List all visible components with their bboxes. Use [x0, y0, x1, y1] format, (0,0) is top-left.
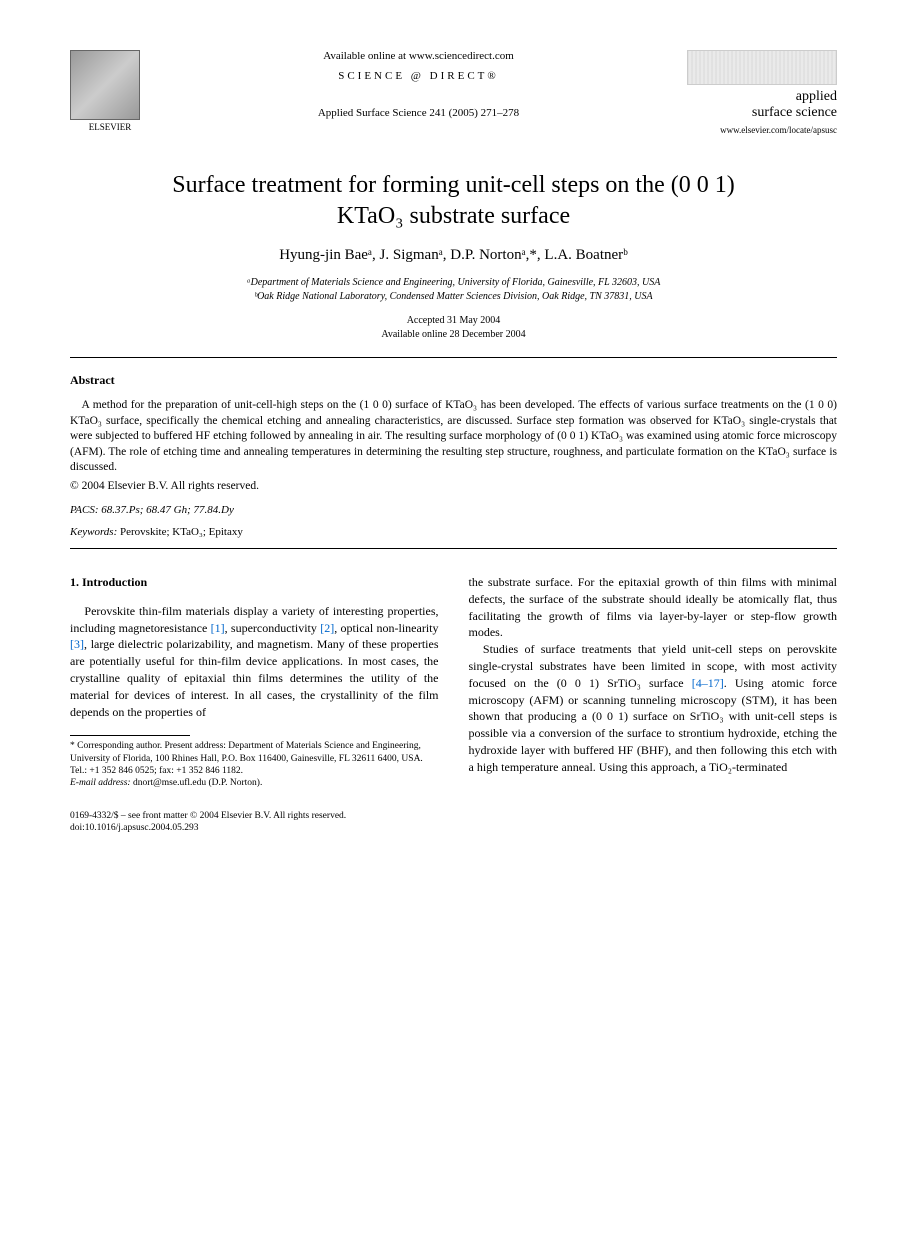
footer-issn-line: 0169-4332/$ – see front matter © 2004 El… [70, 810, 837, 822]
abstract-heading: Abstract [70, 373, 837, 388]
keywords-label: Keywords: [70, 526, 117, 538]
journal-reference: Applied Surface Science 241 (2005) 271–2… [170, 107, 667, 119]
footnote-text: Corresponding author. Present address: D… [70, 741, 423, 763]
affiliation-b: ᵇOak Ridge National Laboratory, Condense… [70, 290, 837, 304]
footnote-tel: Tel.: +1 352 846 0525; fax: +1 352 846 1… [70, 766, 243, 776]
corresponding-author-footnote: * Corresponding author. Present address:… [70, 740, 439, 789]
left-column: 1. Introduction Perovskite thin-film mat… [70, 574, 439, 790]
journal-url: www.elsevier.com/locate/apsusc [687, 125, 837, 135]
title-line1: Surface treatment for forming unit-cell … [172, 172, 735, 198]
available-date: Available online 28 December 2004 [70, 328, 837, 342]
ref-link-4-17[interactable]: [4–17] [692, 676, 724, 690]
affiliations: ᵃDepartment of Materials Science and Eng… [70, 276, 837, 304]
journal-name-line1: applied [687, 89, 837, 105]
footer-block: 0169-4332/$ – see front matter © 2004 El… [70, 810, 837, 835]
journal-logo-block: applied surface science www.elsevier.com… [687, 50, 837, 135]
ref-link-2[interactable]: [2] [320, 621, 334, 635]
ref-link-3[interactable]: [3] [70, 637, 84, 651]
footnote-email-label: E-mail address: [70, 778, 131, 788]
header-row: ELSEVIER Available online at www.science… [70, 50, 837, 140]
footnote-email: dnort@mse.ufl.edu (D.P. Norton). [131, 778, 263, 788]
intro-para-2: Studies of surface treatments that yield… [469, 641, 838, 775]
footer-doi-line: doi:10.1016/j.apsusc.2004.05.293 [70, 822, 837, 834]
elsevier-logo: ELSEVIER [70, 50, 150, 140]
article-title: Surface treatment for forming unit-cell … [70, 170, 837, 232]
rule-top [70, 357, 837, 358]
intro-para-1-cont: the substrate surface. For the epitaxial… [469, 574, 838, 641]
dates-block: Accepted 31 May 2004 Available online 28… [70, 314, 837, 342]
two-column-body: 1. Introduction Perovskite thin-film mat… [70, 574, 837, 790]
title-line2: KTaO₃ substrate surface [337, 203, 570, 229]
available-online-text: Available online at www.sciencedirect.co… [170, 50, 667, 62]
rule-bottom [70, 548, 837, 549]
ref-link-1[interactable]: [1] [211, 621, 225, 635]
footnote-rule [70, 735, 190, 736]
right-column: the substrate surface. For the epitaxial… [469, 574, 838, 790]
science-direct-text: SCIENCE @ DIRECT® [170, 70, 667, 82]
keywords-text: Perovskite; KTaO₃; Epitaxy [117, 526, 243, 538]
journal-name-line2: surface science [687, 105, 837, 121]
center-header: Available online at www.sciencedirect.co… [150, 50, 687, 119]
keywords-line: Keywords: Perovskite; KTaO₃; Epitaxy [70, 526, 837, 538]
section-1-heading: 1. Introduction [70, 574, 439, 591]
accepted-date: Accepted 31 May 2004 [70, 314, 837, 328]
authors-line: Hyung-jin Baeᵃ, J. Sigmanᵃ, D.P. Nortonᵃ… [70, 247, 837, 264]
elsevier-tree-icon [70, 50, 140, 120]
intro-para-1: Perovskite thin-film materials display a… [70, 603, 439, 721]
abstract-text: A method for the preparation of unit-cel… [70, 398, 837, 476]
copyright-line: © 2004 Elsevier B.V. All rights reserved… [70, 480, 837, 492]
journal-cover-icon [687, 50, 837, 85]
elsevier-label: ELSEVIER [70, 122, 150, 132]
pacs-line: PACS: 68.37.Ps; 68.47 Gh; 77.84.Dy [70, 504, 837, 516]
affiliation-a: ᵃDepartment of Materials Science and Eng… [70, 276, 837, 290]
